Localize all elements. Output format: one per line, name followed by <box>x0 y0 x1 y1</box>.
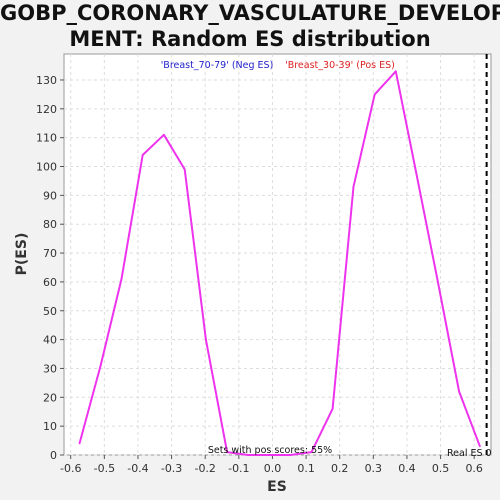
y-tick-label: 110 <box>36 132 57 145</box>
y-tick-label: 120 <box>36 103 57 116</box>
data-point <box>120 278 123 280</box>
data-point <box>226 451 228 453</box>
data-point <box>479 445 481 448</box>
chart-title: GOBP_CORONARY_VASCULATURE_DEVELOP MENT: … <box>0 0 500 52</box>
plot-area <box>63 53 492 456</box>
grid-lines <box>64 54 491 456</box>
es-distribution-line <box>78 70 481 456</box>
y-tick-label: 20 <box>43 391 57 404</box>
data-point <box>437 281 439 283</box>
legend-neg-label: 'Breast_70-79' (Neg ES) <box>161 60 274 71</box>
data-point <box>141 154 144 156</box>
legend-pos-label: 'Breast_30-39' (Pos ES) <box>285 60 395 71</box>
y-tick-label: 100 <box>36 161 57 174</box>
x-tick-label: 0.1 <box>297 462 315 475</box>
x-tick-label: -0.3 <box>161 462 182 475</box>
chart-title-line-2: MENT: Random ES distribution <box>69 27 431 51</box>
x-tick-label: -0.2 <box>194 462 215 475</box>
data-point <box>331 408 334 410</box>
y-axis-label: P(ES) <box>14 233 30 276</box>
data-point <box>99 364 102 367</box>
y-tick-label: 130 <box>36 74 57 87</box>
x-tick-label: -0.1 <box>228 462 249 475</box>
x-tick-label: -0.4 <box>127 462 148 475</box>
real-es-annotation: Real ES 0 <box>447 448 492 459</box>
x-tick-label: 0.5 <box>432 462 450 475</box>
x-tick-label: -0.6 <box>60 462 81 475</box>
x-tick-label: 0.6 <box>465 462 483 475</box>
y-tick-label: 60 <box>43 276 57 289</box>
y-axis: 0 10 20 30 40 50 60 70 80 90 100 110 120 130 <box>36 74 64 462</box>
data-point <box>289 454 292 456</box>
x-tick-label: 0.2 <box>331 462 349 475</box>
data-point <box>183 168 186 171</box>
data-point <box>310 451 313 453</box>
y-tick-label: 30 <box>43 362 57 375</box>
x-tick-label: 0.3 <box>365 462 383 475</box>
x-axis-label: ES <box>267 479 287 495</box>
data-point <box>395 70 397 73</box>
y-tick-label: 80 <box>43 218 57 231</box>
x-tick-label: 0.0 <box>264 462 282 475</box>
y-tick-label: 10 <box>43 420 57 433</box>
x-tick-label: -0.5 <box>94 462 115 475</box>
pos-scores-annotation: Sets with pos scores: 55% <box>208 445 332 456</box>
data-point <box>78 442 81 445</box>
data-point <box>163 133 165 136</box>
data-point <box>268 454 271 456</box>
data-point <box>415 174 418 176</box>
data-point <box>205 338 207 341</box>
y-tick-label: 90 <box>43 189 57 202</box>
x-tick-label: 0.4 <box>398 462 416 475</box>
y-tick-label: 0 <box>50 449 57 462</box>
x-axis: -0.6 -0.5 -0.4 -0.3 -0.2 -0.1 0.0 0.1 0.2 0.3 0.4 0… <box>60 455 483 475</box>
data-point <box>247 454 250 456</box>
data-point <box>458 390 460 393</box>
data-point <box>352 185 355 188</box>
data-point <box>373 93 376 96</box>
y-tick-label: 40 <box>43 334 57 347</box>
series-layer <box>78 54 488 456</box>
y-tick-label: 70 <box>43 247 57 260</box>
y-tick-label: 50 <box>43 305 57 318</box>
chart-title-line-1: GOBP_CORONARY_VASCULATURE_DEVELOP <box>0 1 500 25</box>
